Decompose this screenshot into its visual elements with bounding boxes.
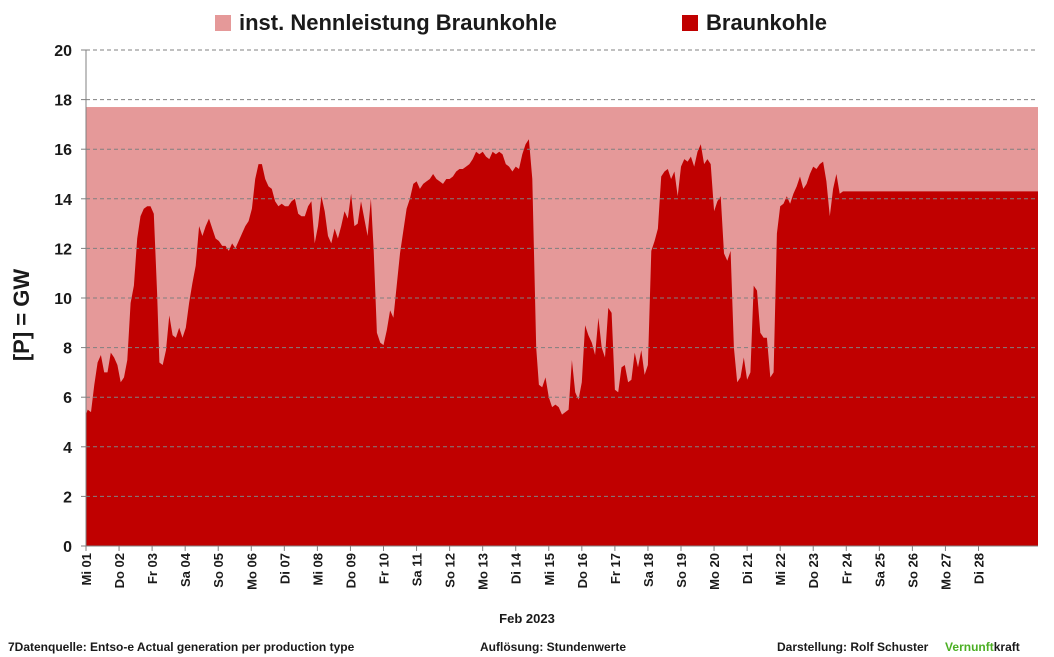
footer-source: 7Datenquelle: Entso-e Actual generation … [8,640,355,654]
x-tick-label: So 12 [443,553,458,588]
x-tick-label: Do 02 [112,553,127,588]
y-tick-label: 0 [63,539,72,556]
x-tick-label: Mi 08 [310,553,325,586]
y-tick-label: 14 [54,192,72,209]
y-tick-label: 12 [54,241,72,258]
y-tick-label: 4 [63,440,72,457]
x-tick-label: Do 09 [343,553,358,588]
y-tick-label: 8 [63,341,72,358]
legend-swatch-generation [682,15,698,31]
legend-label-capacity: inst. Nennleistung Braunkohle [239,10,557,35]
x-tick-label: Di 21 [740,553,755,584]
footer-brand-green: Vernunft [945,640,994,654]
y-tick-label: 6 [63,390,72,407]
legend: inst. Nennleistung Braunkohle Braunkohle [0,10,1054,40]
x-tick-label: Mo 13 [476,553,491,590]
x-tick-label: Fr 17 [608,553,623,584]
x-tick-label: Fr 10 [377,553,392,584]
generation-area [86,139,1038,547]
y-tick-label: 2 [63,489,72,506]
x-tick-label: Fr 03 [145,553,160,584]
footer-author-block: Darstellung: Rolf Schuster Vernunftkraft [777,640,1020,654]
x-tick-label: So 05 [211,553,226,588]
x-tick-label: Mi 01 [79,553,94,586]
x-tick-label: Mi 15 [542,553,557,586]
x-tick-label: Mo 20 [707,553,722,590]
x-tick-label: Mo 06 [244,553,259,590]
x-tick-label: Di 07 [277,553,292,584]
y-axis-title: [P] = GW [2,250,42,380]
x-tick-label: Di 28 [972,553,987,584]
x-tick-label: Sa 18 [641,553,656,587]
x-tick-label: Do 23 [806,553,821,588]
x-tick-label: So 19 [674,553,689,588]
x-axis-title: Feb 2023 [499,611,555,626]
x-tick-label: So 26 [905,553,920,588]
x-tick-label: Do 16 [575,553,590,588]
legend-item-generation: Braunkohle [682,10,827,36]
x-tick-label: Sa 11 [410,553,425,586]
y-tick-label: 10 [54,291,72,308]
legend-item-capacity: inst. Nennleistung Braunkohle [215,10,557,36]
x-tick-label: Di 14 [509,552,524,584]
y-tick-label: 20 [54,43,72,60]
x-tick-label: Sa 04 [178,552,193,587]
x-tick-label: Mo 27 [938,553,953,590]
legend-swatch-capacity [215,15,231,31]
x-tick-label: Mi 22 [773,553,788,586]
y-tick-label: 16 [54,142,72,159]
y-tick-label: 18 [54,93,72,110]
x-tick-label: Sa 25 [872,553,887,587]
x-tick-label: Fr 24 [839,552,854,584]
footer-resolution: Auflösung: Stundenwerte [480,640,626,654]
footer-brand-rest: kraft [993,640,1020,654]
y-axis-title-text: [P] = GW [9,268,34,362]
footer-author: Darstellung: Rolf Schuster [777,640,929,654]
legend-label-generation: Braunkohle [706,10,828,35]
